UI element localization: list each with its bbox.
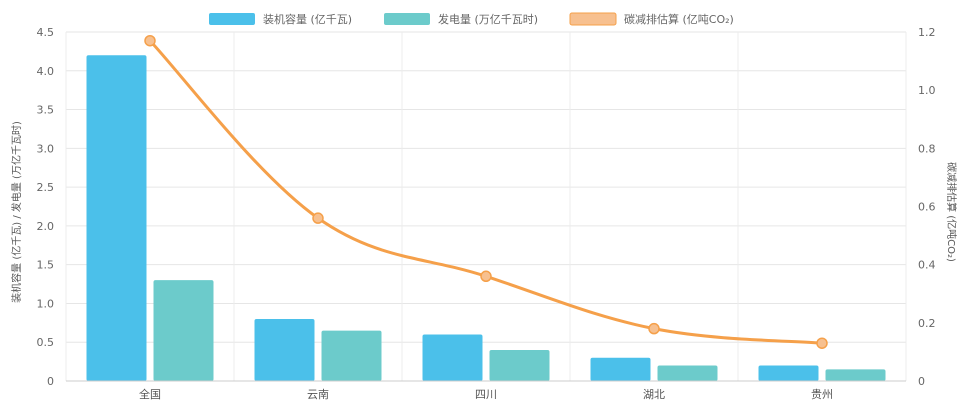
line-point-2-1 [312, 212, 324, 224]
bar-0-1 [254, 318, 315, 381]
category-label: 云南 [307, 388, 329, 401]
right-tick-label: 0 [918, 375, 925, 388]
category-label: 全国 [139, 387, 161, 401]
left-tick-label: 3.0 [37, 142, 55, 155]
left-tick-label: 1.5 [37, 259, 55, 272]
right-tick-label: 1.0 [918, 84, 936, 97]
right-tick-label: 1.2 [918, 26, 936, 39]
category-label: 四川 [475, 388, 497, 401]
left-tick-label: 4.0 [37, 65, 55, 78]
right-tick-label: 0.4 [918, 259, 936, 272]
legend-label-1: 发电量 (万亿千瓦时) [438, 12, 538, 26]
line-point-2-4 [816, 337, 828, 349]
right-axis-title: 碳减排估算 (亿吨CO₂) [945, 162, 958, 262]
left-tick-label: 4.5 [37, 26, 55, 39]
left-tick-label: 2.0 [37, 220, 55, 233]
bar-0-4 [758, 365, 819, 381]
bar-0-0 [86, 55, 147, 382]
category-axis: 全国 云南 四川 湖北 贵州 [66, 380, 906, 401]
bar-1-1 [321, 330, 382, 381]
left-tick-label: 2.5 [37, 181, 55, 194]
left-axis-ticks: 0 0.5 1.0 1.5 2.0 2.5 3.0 3.5 4.0 4.5 [37, 26, 55, 388]
bar-1-4 [825, 369, 886, 381]
legend-label-2: 碳减排估算 (亿吨CO₂) [624, 12, 734, 26]
left-tick-label: 0 [47, 375, 54, 388]
line-series-path-2 [148, 39, 823, 345]
bar-1-2 [489, 349, 550, 381]
right-tick-label: 0.6 [918, 201, 936, 214]
line-point-2-2 [480, 270, 492, 283]
line-series [144, 34, 828, 349]
bar-1-0 [153, 280, 214, 381]
legend-swatch-2 [569, 12, 617, 26]
left-tick-label: 3.5 [37, 104, 55, 117]
category-label: 湖北 [643, 388, 665, 401]
bar-series [86, 55, 886, 382]
bar-0-3 [590, 357, 651, 381]
right-tick-label: 0.2 [918, 317, 936, 330]
bar-1-3 [657, 365, 718, 381]
line-point-2-3 [648, 322, 660, 335]
right-tick-label: 0.8 [918, 142, 936, 155]
legend-label-0: 装机容量 (亿千瓦) [263, 12, 352, 26]
category-label: 贵州 [811, 388, 833, 401]
left-tick-label: 1.0 [37, 297, 55, 310]
right-axis-ticks: 0 0.2 0.4 0.6 0.8 1.0 1.2 [918, 26, 936, 388]
bar-0-2 [422, 334, 483, 381]
left-axis-title: 装机容量 (亿千瓦) / 发电量 (万亿千瓦时) [10, 121, 23, 303]
legend-swatch-1 [384, 13, 430, 25]
legend-swatch-0 [209, 13, 255, 25]
legend: 装机容量 (亿千瓦) 发电量 (万亿千瓦时) 碳减排估算 (亿吨CO₂) [209, 12, 734, 26]
left-tick-label: 0.5 [37, 336, 55, 349]
line-point-2-0 [144, 34, 156, 47]
